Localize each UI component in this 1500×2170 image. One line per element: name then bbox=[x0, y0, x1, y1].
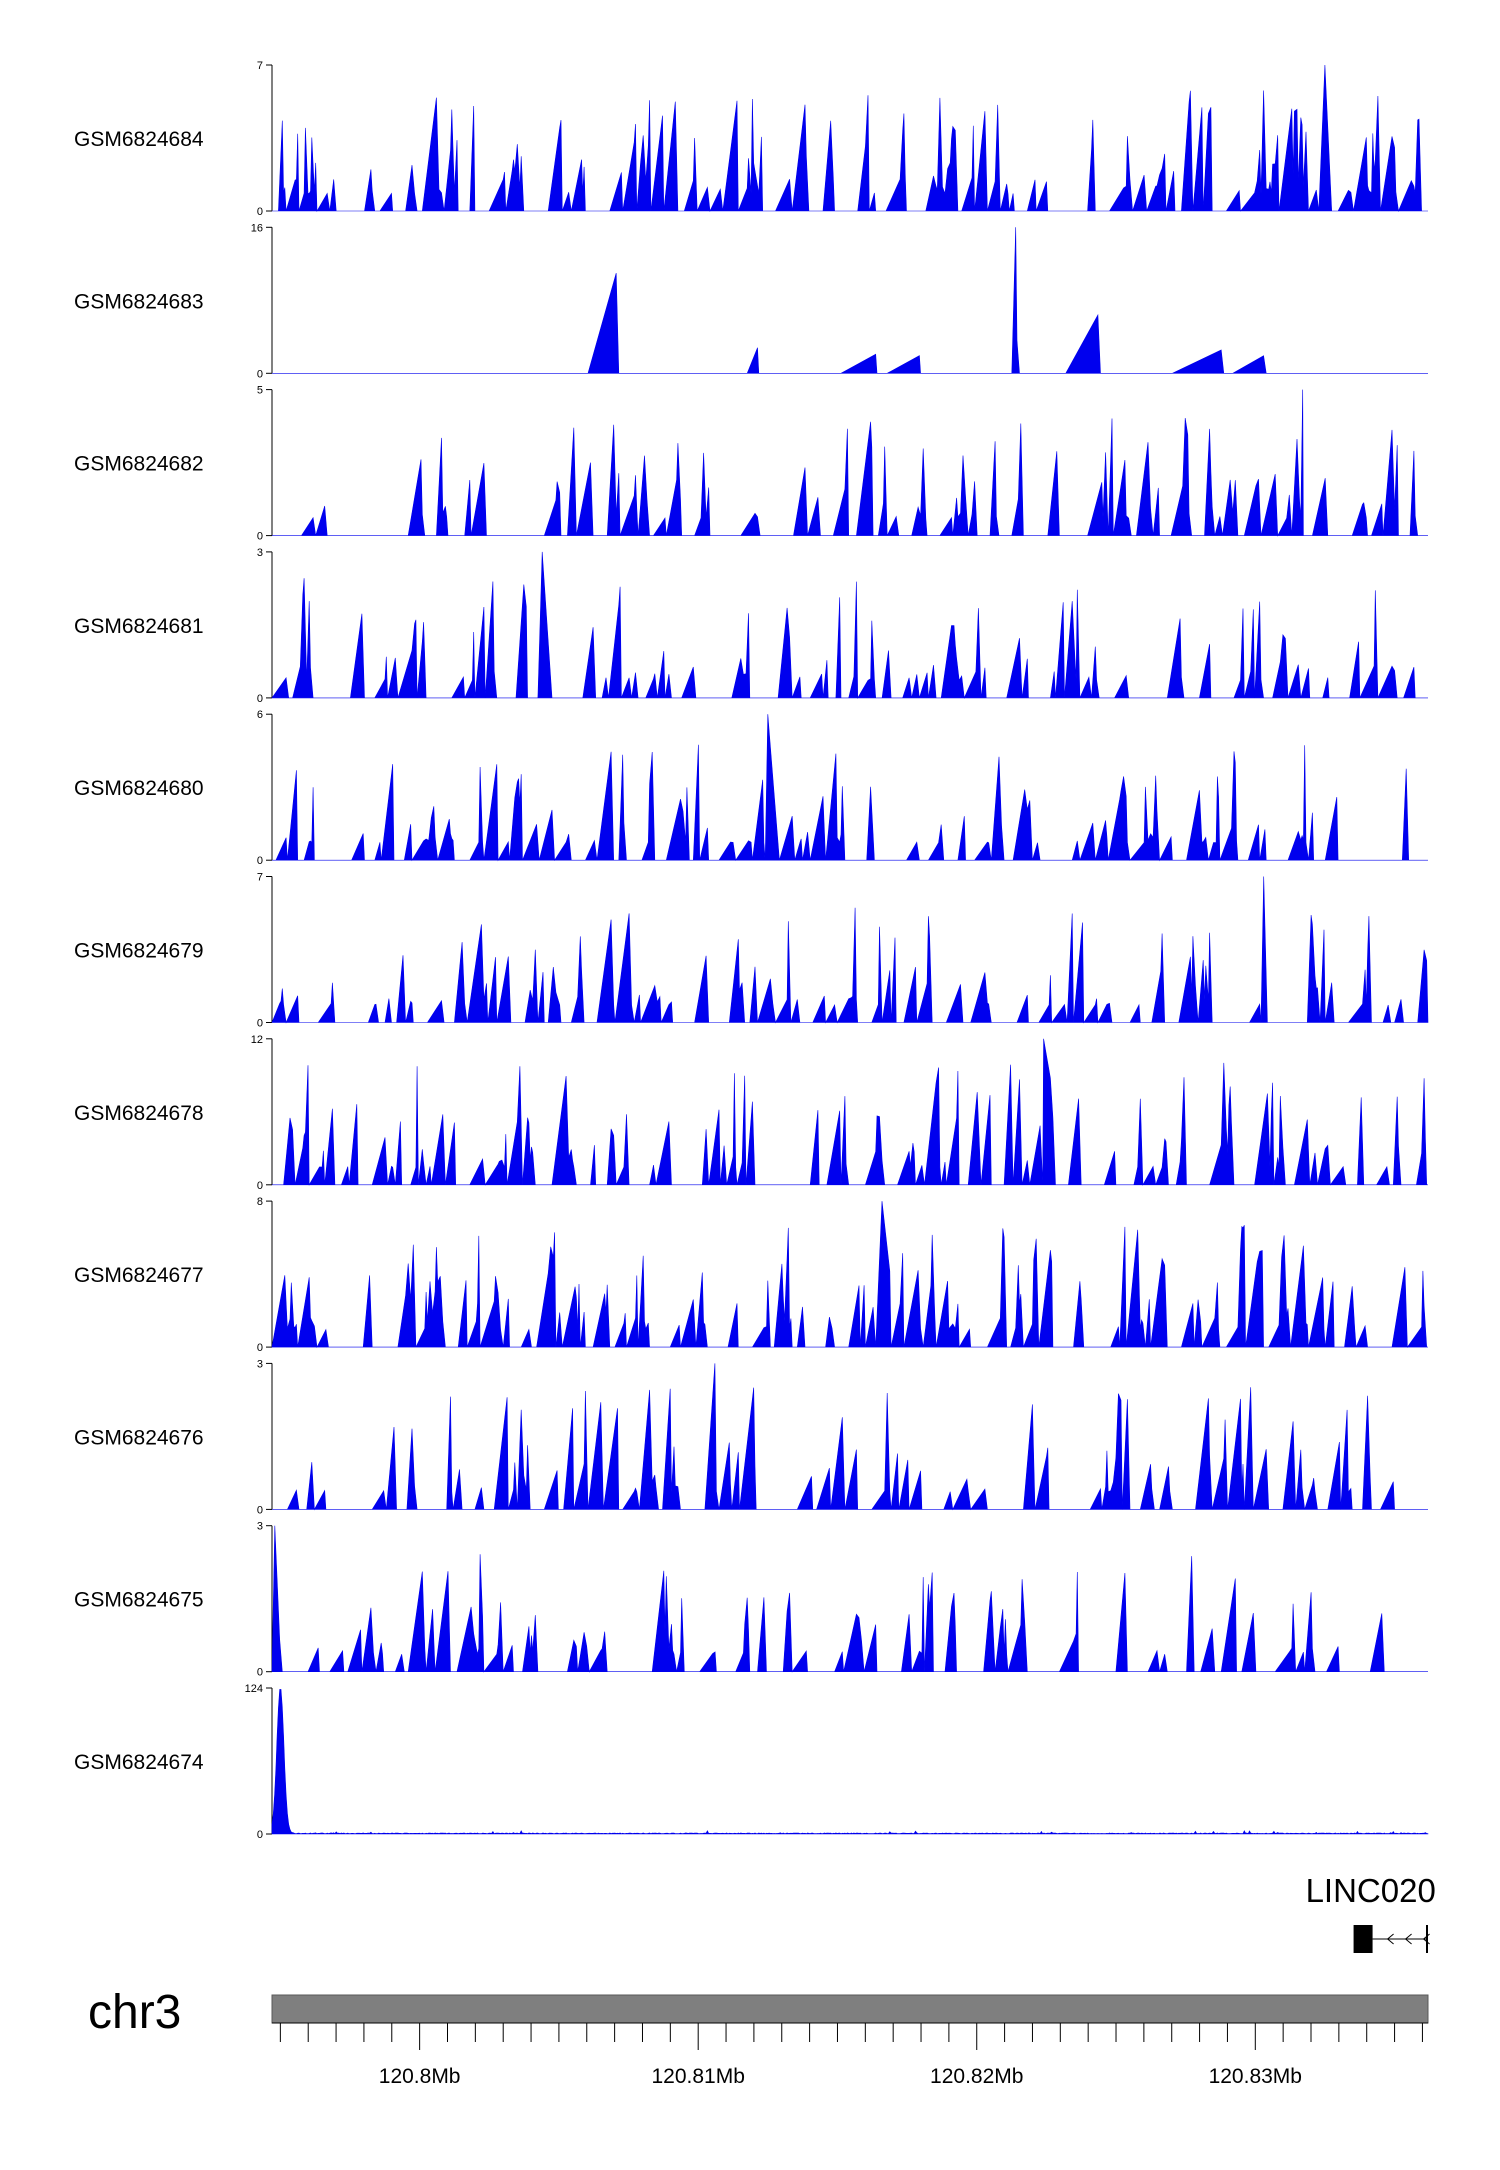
x-axis: 120.8Mb 120.81Mb 120.82Mb 120.83Mb bbox=[272, 2022, 1428, 2088]
y-min-label: 0 bbox=[257, 1829, 263, 1841]
gene-label: LINC020 bbox=[1306, 1872, 1436, 1909]
y-max-label: 3 bbox=[257, 1358, 263, 1370]
track-name: GSM6824676 bbox=[74, 1426, 204, 1449]
coverage-area bbox=[272, 64, 1428, 213]
chromosome-ideogram: chr3 bbox=[88, 1986, 1429, 2039]
y-max-label: 7 bbox=[257, 872, 263, 884]
track-name: GSM6824677 bbox=[74, 1264, 204, 1287]
y-max-label: 8 bbox=[257, 1196, 263, 1208]
coverage-area bbox=[272, 1038, 1428, 1186]
track-GSM6824678: GSM6824678 12 0 bbox=[74, 1034, 1428, 1192]
track-name: GSM6824681 bbox=[74, 615, 204, 638]
y-min-label: 0 bbox=[257, 1504, 263, 1516]
track-GSM6824682: GSM6824682 5 0 bbox=[74, 385, 1428, 543]
y-min-label: 0 bbox=[257, 855, 263, 867]
track-name: GSM6824683 bbox=[74, 290, 204, 313]
x-tick-label: 120.82Mb bbox=[930, 2065, 1023, 2088]
strand-arrow bbox=[1404, 1933, 1412, 1945]
track-GSM6824676: GSM6824676 3 0 bbox=[74, 1358, 1428, 1516]
coverage-area bbox=[272, 714, 1428, 862]
coverage-area bbox=[271, 1525, 1428, 1673]
coverage-tracks: GSM682468470GSM6824683160GSM682468250GSM… bbox=[74, 60, 1429, 1841]
y-min-label: 0 bbox=[257, 1018, 263, 1030]
y-max-label: 7 bbox=[257, 60, 263, 72]
track-name: GSM6824678 bbox=[74, 1102, 204, 1125]
y-max-label: 3 bbox=[257, 1521, 263, 1533]
y-min-label: 0 bbox=[257, 1667, 263, 1679]
track-name: GSM6824682 bbox=[74, 453, 204, 476]
x-tick-label: 120.8Mb bbox=[379, 2065, 461, 2088]
x-tick-label: 120.83Mb bbox=[1209, 2065, 1302, 2088]
coverage-area bbox=[272, 1363, 1428, 1511]
y-min-label: 0 bbox=[257, 1342, 263, 1354]
y-min-label: 0 bbox=[257, 693, 263, 705]
gene-exon bbox=[1353, 1925, 1373, 1953]
coverage-area bbox=[271, 1689, 1429, 1835]
chromosome-label: chr3 bbox=[88, 1986, 181, 2039]
track-GSM6824679: GSM6824679 7 0 bbox=[74, 872, 1429, 1030]
track-GSM6824680: GSM6824680 6 0 bbox=[74, 709, 1428, 867]
y-min-label: 0 bbox=[257, 368, 263, 380]
y-min-label: 0 bbox=[257, 531, 263, 543]
track-GSM6824683: GSM6824683 16 0 bbox=[74, 222, 1428, 380]
track-GSM6824677: GSM6824677 8 0 bbox=[74, 1196, 1428, 1354]
track-GSM6824675: GSM6824675 3 0 bbox=[74, 1521, 1428, 1679]
y-max-label: 3 bbox=[257, 547, 263, 559]
strand-arrow bbox=[1386, 1933, 1394, 1945]
track-GSM6824684: GSM6824684 7 0 bbox=[74, 60, 1428, 218]
y-min-label: 0 bbox=[257, 206, 263, 218]
track-GSM6824674: GSM6824674 124 0 bbox=[74, 1683, 1429, 1841]
y-max-label: 5 bbox=[257, 385, 263, 397]
track-GSM6824681: GSM6824681 3 0 bbox=[74, 547, 1428, 705]
y-min-label: 0 bbox=[257, 1180, 263, 1192]
y-max-label: 12 bbox=[251, 1034, 263, 1046]
chromosome-bar bbox=[271, 1994, 1429, 2024]
gene-annotation-track: LINC020 bbox=[1306, 1872, 1436, 1953]
coverage-area bbox=[272, 389, 1428, 537]
track-name: GSM6824674 bbox=[74, 1751, 204, 1774]
y-max-label: 6 bbox=[257, 709, 263, 721]
coverage-area bbox=[272, 227, 1428, 374]
coverage-area bbox=[271, 876, 1429, 1024]
track-name: GSM6824684 bbox=[74, 128, 204, 151]
gene-exon bbox=[1426, 1925, 1428, 1953]
coverage-area bbox=[271, 551, 1428, 700]
x-tick-label: 120.81Mb bbox=[651, 2065, 744, 2088]
track-name: GSM6824679 bbox=[74, 940, 204, 963]
y-max-label: 16 bbox=[251, 222, 263, 234]
track-name: GSM6824680 bbox=[74, 777, 204, 800]
y-max-label: 124 bbox=[245, 1683, 263, 1695]
track-name: GSM6824675 bbox=[74, 1589, 204, 1612]
coverage-area bbox=[271, 1201, 1428, 1349]
